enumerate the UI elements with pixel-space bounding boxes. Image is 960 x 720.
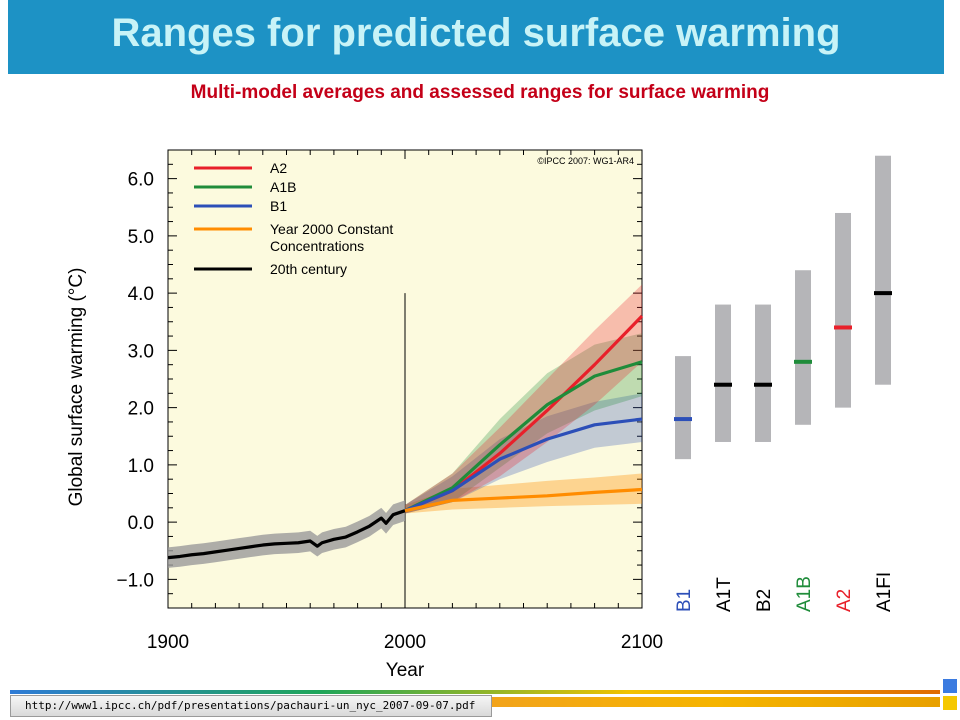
uncertainty-band [405, 473, 642, 514]
series-line [404, 417, 643, 513]
best-estimate-marker [834, 325, 852, 330]
y-tick-label: 0.0 [128, 513, 154, 534]
range-bar [675, 356, 691, 460]
y-tick-label: 2.0 [128, 399, 154, 420]
range-bar [715, 304, 731, 442]
legend-label: B1 [270, 198, 287, 214]
series-line [404, 360, 643, 513]
legend-label: A1B [270, 179, 296, 195]
uncertainty-band [405, 284, 642, 514]
best-estimate-marker [794, 359, 812, 364]
best-estimate-marker [754, 382, 772, 387]
source-url[interactable]: http://www1.ipcc.ch/pdf/presentations/pa… [10, 695, 492, 717]
x-tick-label: 1900 [147, 632, 189, 653]
yellow-square-icon [943, 696, 957, 710]
x-tick-label: 2100 [621, 632, 663, 653]
range-bar [795, 270, 811, 425]
legend-label: 20th century [270, 261, 347, 277]
legend-label: Concentrations [270, 238, 364, 254]
chart-subtitle: Multi-model averages and assessed ranges… [190, 82, 770, 103]
y-tick-label: 4.0 [128, 284, 154, 305]
y-axis-label: Global surface warming (°C) [66, 268, 87, 507]
series-line [404, 487, 643, 513]
range-bar [755, 304, 771, 442]
scenario-label: A1FI [874, 572, 895, 612]
scenario-label: B2 [754, 589, 775, 612]
best-estimate-marker [674, 417, 692, 422]
series-line [167, 509, 406, 560]
page-title: Ranges for predicted surface warming [111, 11, 841, 55]
x-tick-label: 2000 [384, 632, 426, 653]
scenario-label: A2 [834, 589, 855, 612]
legend-label: A2 [270, 160, 287, 176]
y-tick-label: 1.0 [128, 456, 154, 477]
best-estimate-marker [874, 291, 892, 296]
title-bar: Ranges for predicted surface warming [8, 0, 944, 74]
copyright-credit: ©IPCC 2007: WG1-AR4 [537, 156, 634, 166]
y-tick-label: −1.0 [116, 570, 154, 591]
blue-square-icon [943, 679, 957, 693]
y-tick-label: 6.0 [128, 170, 154, 191]
range-bar [875, 155, 891, 385]
footer-gradient-line [10, 690, 940, 694]
range-bar [835, 212, 851, 408]
y-tick-label: 3.0 [128, 341, 154, 362]
footer-orange-bar [492, 697, 940, 707]
y-tick-label: 5.0 [128, 227, 154, 248]
legend-label: Year 2000 Constant [270, 221, 393, 237]
scenario-label: A1B [794, 576, 815, 612]
best-estimate-marker [714, 382, 732, 387]
scenario-label: B1 [674, 589, 695, 612]
x-axis-label: Year [386, 660, 425, 681]
scenario-label: A1T [714, 577, 735, 612]
